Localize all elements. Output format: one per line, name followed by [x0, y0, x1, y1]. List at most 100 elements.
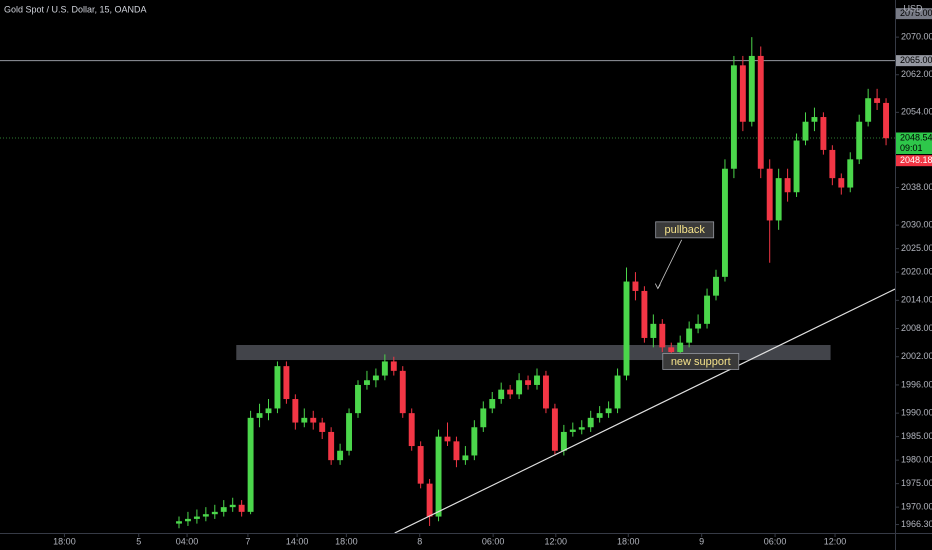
x-tick-label: 18:00	[617, 536, 640, 546]
candle-body	[766, 168, 773, 221]
candle-body	[408, 413, 415, 447]
y-tick-label: 1985.000	[901, 431, 932, 441]
candle-body	[426, 483, 433, 517]
y-tick-label: 2002.000	[901, 351, 932, 361]
candle-body	[480, 408, 487, 428]
candle-body	[337, 450, 344, 461]
candle-body	[328, 431, 335, 461]
bid-price-label: 2048.185	[900, 155, 932, 165]
candle-body	[471, 427, 478, 456]
y-tick-label: 2054.000	[901, 107, 932, 117]
candle-body	[775, 178, 782, 221]
candle-body	[265, 408, 272, 414]
candle-body	[721, 168, 728, 277]
candle-body	[534, 375, 540, 385]
y-tick-label: 2020.000	[901, 267, 932, 277]
candle-body	[346, 413, 353, 451]
candle-body	[677, 342, 684, 353]
annotation-arrow	[657, 239, 683, 289]
annotation-box	[662, 353, 740, 370]
candle-body	[184, 518, 191, 522]
x-tick-label: 12:00	[824, 536, 847, 546]
candle-body	[596, 413, 603, 418]
candle-body	[372, 375, 379, 381]
candle-body	[730, 65, 737, 169]
candle-body	[605, 408, 612, 414]
candle-body	[632, 281, 639, 291]
candle-body	[739, 65, 746, 122]
y-tick-label: 1966.300	[901, 519, 932, 529]
y-tick-label: 1996.000	[901, 379, 932, 389]
x-tick-label: 18:00	[53, 536, 76, 546]
last-price-label: 2048.540	[900, 132, 932, 142]
candle-body	[659, 323, 666, 348]
candle-body	[238, 504, 245, 512]
y-tick-label: 2025.000	[901, 243, 932, 253]
candle-body	[229, 504, 236, 508]
candle-body	[220, 507, 227, 512]
candle-body	[847, 159, 854, 188]
candle-body	[363, 380, 370, 385]
candle-body	[838, 178, 845, 188]
y-tick-label: 2014.000	[901, 295, 932, 305]
candle-body	[784, 178, 791, 193]
candle-body	[498, 389, 505, 400]
candle-body	[211, 511, 218, 515]
candle-body	[489, 399, 496, 409]
x-tick-label: 04:00	[176, 536, 199, 546]
y-tick-label: 2070.000	[901, 32, 932, 42]
candle-body	[695, 323, 702, 329]
candle-body	[614, 375, 621, 409]
candle-body	[551, 408, 558, 451]
candle-body	[829, 149, 836, 179]
y-tick-label: 2030.000	[901, 220, 932, 230]
candle-body	[319, 422, 326, 432]
x-tick-label: 06:00	[482, 536, 505, 546]
x-tick-label: 06:00	[764, 536, 787, 546]
candle-body	[856, 121, 863, 160]
top-price-label-box	[896, 8, 932, 20]
countdown-box	[896, 142, 932, 154]
candle-body	[256, 413, 263, 418]
annotation-text: pullback	[664, 224, 705, 236]
candle-body	[516, 380, 523, 395]
candle-body	[820, 117, 827, 150]
candle-body	[462, 455, 469, 461]
y-tick-label: 2038.000	[901, 182, 932, 192]
candle-body	[623, 281, 630, 376]
candle-body	[713, 276, 719, 296]
level-price-label: 2065.000	[900, 55, 932, 65]
y-tick-label: 1975.000	[901, 478, 932, 488]
candle-body	[381, 361, 388, 376]
candle-body	[569, 429, 576, 432]
candle-body	[802, 121, 809, 141]
candle-body	[176, 521, 182, 524]
annotation-text: new support	[671, 356, 731, 368]
candle-body	[453, 441, 460, 461]
candle-body	[560, 431, 567, 451]
currency-label: USD	[903, 3, 923, 13]
last-price-label-box	[896, 132, 932, 144]
annotation-box	[655, 221, 715, 239]
plot-area: pullback new support	[0, 37, 895, 533]
x-tick-label: 7	[245, 536, 250, 546]
candle-body	[578, 427, 585, 430]
candle-body	[793, 140, 800, 193]
level-price-label-box	[896, 55, 932, 67]
candle-body	[704, 295, 711, 324]
candle-body	[874, 98, 881, 103]
candle-body	[686, 328, 693, 343]
candle-body	[417, 446, 424, 484]
candle-body	[641, 290, 648, 338]
candle-body	[292, 399, 299, 423]
y-tick-label: 2008.000	[901, 323, 932, 333]
candle-body	[668, 347, 675, 353]
candle-body	[865, 98, 872, 122]
trendline	[394, 288, 895, 533]
candle-body	[355, 384, 361, 414]
x-tick-label: 14:00	[286, 536, 309, 546]
candle-body	[247, 417, 254, 512]
y-tick-label: 1990.000	[901, 408, 932, 418]
